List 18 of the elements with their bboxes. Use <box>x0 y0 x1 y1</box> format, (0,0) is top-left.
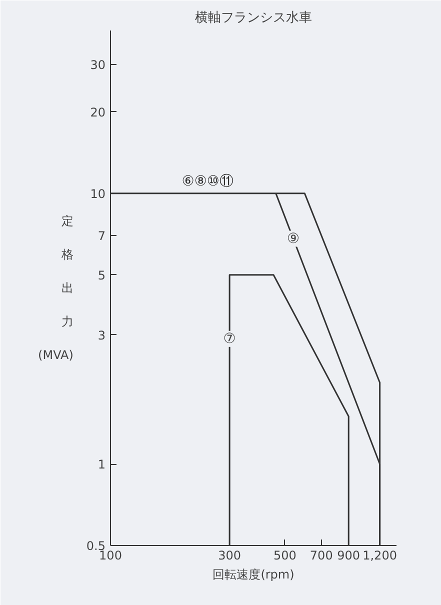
text: 定格出力(MVA) <box>38 214 74 362</box>
x-tick-label: 100 <box>99 548 122 562</box>
x-axis-title: 回転速度(rpm) <box>212 568 294 582</box>
x-tick-label: 700 <box>310 548 333 562</box>
x-tick-label: 300 <box>218 548 242 562</box>
annotation: ⑨ <box>286 230 300 247</box>
y-tick-label: 1 <box>98 458 106 472</box>
y-tick-label: 5 <box>98 268 106 282</box>
y-tick-label: 20 <box>90 105 106 120</box>
y-tick-label: 3 <box>98 328 106 342</box>
x-tick-label: 1,200 <box>362 548 397 562</box>
y-tick-label: 10 <box>90 186 106 201</box>
chart-title: 横軸フランシス水車 <box>195 10 312 26</box>
y-tick-label: 30 <box>90 58 106 72</box>
x-tick-label: 500 <box>273 548 296 562</box>
y-tick-label: 7 <box>98 228 106 243</box>
x-tick-label: 900 <box>337 548 360 562</box>
series-label: ⑥⑧⑩⑪ <box>182 173 234 190</box>
